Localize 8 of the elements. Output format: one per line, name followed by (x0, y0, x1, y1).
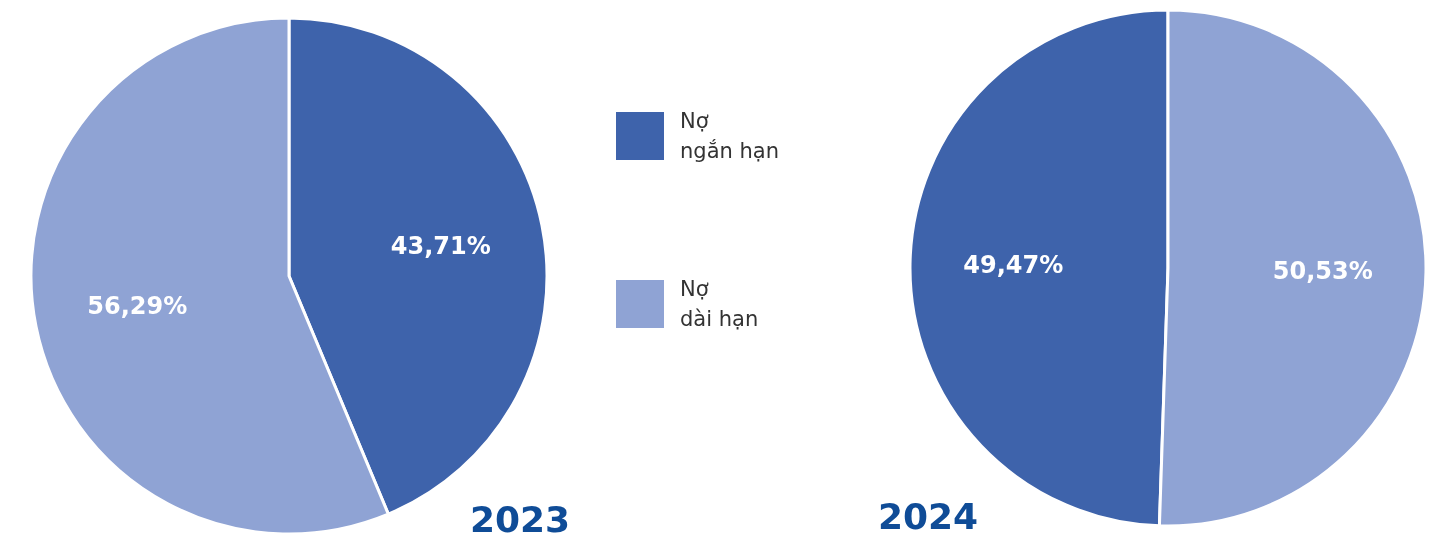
slice-label: 2023 (469, 499, 571, 537)
slice-label: 2024 (877, 496, 979, 537)
legend-label: Nợ dài hạn (680, 276, 760, 333)
data-label: 43,71% (390, 231, 491, 260)
data-label: 50,53% (1272, 256, 1373, 285)
data-label: 49,47% (963, 251, 1064, 280)
legend-label: Nợ ngắn hạn (680, 108, 780, 165)
data-label: 56,29% (87, 292, 188, 321)
